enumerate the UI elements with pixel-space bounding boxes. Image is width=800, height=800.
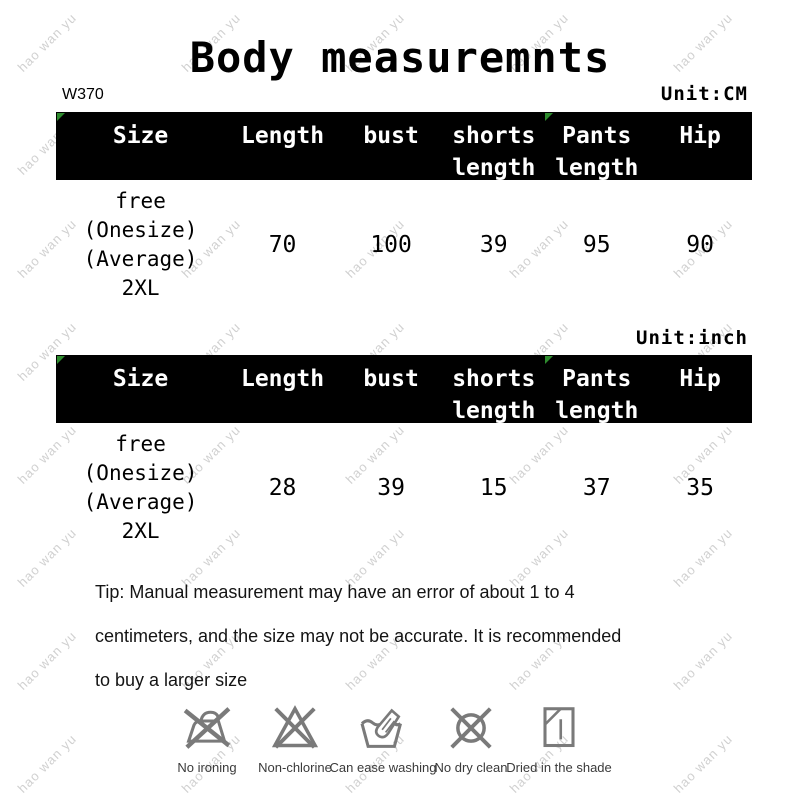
- unit-label-cm: Unit:CM: [660, 83, 748, 105]
- care-label: Dried in the shade: [506, 760, 612, 775]
- size-value-cell: free (Onesize) (Average) 2XL: [56, 430, 225, 546]
- table-row: free (Onesize) (Average) 2XL 28 39 15 37…: [56, 423, 752, 553]
- size-line: 2XL: [121, 519, 160, 543]
- header-label: Length: [240, 123, 325, 149]
- header-cell-hip: Hip: [648, 355, 752, 427]
- size-line: (Average): [83, 490, 198, 514]
- size-table-cm: Size Length bust shorts length Pants lengt…: [56, 112, 752, 310]
- header-label: Size: [112, 123, 169, 149]
- tip-line: Tip: Manual measurement may have an erro…: [95, 582, 575, 602]
- header-cell-pants-length: Pants length: [545, 355, 648, 427]
- header-label: Length: [240, 366, 325, 392]
- header-label: bust: [363, 123, 419, 149]
- header-label-line2: length: [452, 398, 536, 424]
- size-line: free: [115, 189, 166, 213]
- header-cell-pants-length: Pants length: [545, 112, 648, 184]
- watermark-text: hao wan yu: [14, 731, 80, 796]
- header-label: Pants: [562, 366, 632, 392]
- care-label: Non-chlorine: [258, 760, 332, 775]
- table-header-row: Size Length bust shorts length Pants lengt…: [56, 112, 752, 181]
- bust-value: 100: [370, 232, 412, 258]
- header-cell-shorts-length: shorts length: [442, 112, 545, 184]
- header-label: Pants: [562, 123, 632, 149]
- non-chlorine-icon: [271, 705, 319, 749]
- size-line: (Onesize): [83, 218, 198, 242]
- care-instructions-row: No ironing Non-chlorine Can ease washing: [163, 700, 612, 775]
- header-label-line2: length: [555, 398, 639, 424]
- header-label: shorts: [452, 123, 536, 149]
- no-ironing-icon: [183, 707, 231, 749]
- header-cell-size: Size: [56, 112, 225, 184]
- hip-value: 35: [686, 475, 714, 501]
- pants-length-value: 95: [582, 232, 611, 258]
- care-label: Can ease washing: [329, 760, 437, 775]
- size-value-cell: free (Onesize) (Average) 2XL: [56, 187, 225, 303]
- bust-value: 39: [377, 475, 405, 501]
- measurement-tip: Tip: Manual measurement may have an erro…: [95, 570, 695, 702]
- tip-line: centimeters, and the size may not be acc…: [95, 626, 622, 646]
- tip-line: to buy a larger size: [95, 670, 248, 690]
- length-value: 70: [268, 232, 297, 258]
- cell-marker-icon: [545, 356, 553, 364]
- shorts-length-value: 39: [479, 232, 508, 258]
- care-label: No ironing: [177, 760, 237, 775]
- header-label: bust: [363, 366, 419, 392]
- care-item-no-dry-clean: No dry clean: [427, 700, 515, 775]
- table-header-row: Size Length bust shorts length Pants lengt…: [56, 355, 752, 424]
- cell-marker-icon: [57, 356, 65, 364]
- header-cell-size: Size: [56, 355, 225, 427]
- care-item-non-chlorine: Non-chlorine: [251, 700, 339, 775]
- header-label: Size: [112, 366, 169, 392]
- unit-label-inch: Unit:inch: [636, 327, 748, 349]
- pants-length-value: 37: [582, 475, 611, 501]
- hip-value: 90: [686, 232, 714, 258]
- dry-in-shade-icon: [543, 707, 575, 748]
- page-title: Body measuremnts: [189, 33, 611, 82]
- product-code: W370: [62, 86, 104, 103]
- header-cell-hip: Hip: [648, 112, 752, 184]
- header-label: Hip: [679, 366, 721, 392]
- no-dry-clean-icon: [450, 707, 492, 749]
- size-line: (Onesize): [83, 461, 198, 485]
- header-label-line2: length: [555, 155, 639, 181]
- care-item-no-ironing: No ironing: [163, 700, 251, 775]
- cell-marker-icon: [57, 113, 65, 121]
- care-label: No dry clean: [434, 760, 508, 775]
- header-label-line2: length: [452, 155, 536, 181]
- header-cell-length: Length: [225, 355, 340, 427]
- shorts-length-value: 15: [479, 475, 508, 501]
- watermark-text: hao wan yu: [670, 731, 736, 796]
- size-line: free: [115, 432, 166, 456]
- size-line: (Average): [83, 247, 198, 271]
- header-label: Hip: [679, 123, 721, 149]
- header-label: shorts: [452, 366, 536, 392]
- hand-wash-icon: [360, 708, 402, 748]
- size-table-inch: Size Length bust shorts length Pants lengt…: [56, 355, 752, 553]
- watermark-text: hao wan yu: [14, 628, 80, 693]
- care-item-dry-in-shade: Dried in the shade: [506, 700, 612, 775]
- header-cell-shorts-length: shorts length: [442, 355, 545, 427]
- header-cell-length: Length: [225, 112, 340, 184]
- header-cell-bust: bust: [340, 112, 442, 184]
- size-line: 2XL: [121, 276, 160, 300]
- header-cell-bust: bust: [340, 355, 442, 427]
- length-value: 28: [268, 475, 297, 501]
- cell-marker-icon: [545, 113, 553, 121]
- care-item-hand-wash: Can ease washing: [330, 700, 436, 775]
- table-row: free (Onesize) (Average) 2XL 70 100 39 9…: [56, 180, 752, 310]
